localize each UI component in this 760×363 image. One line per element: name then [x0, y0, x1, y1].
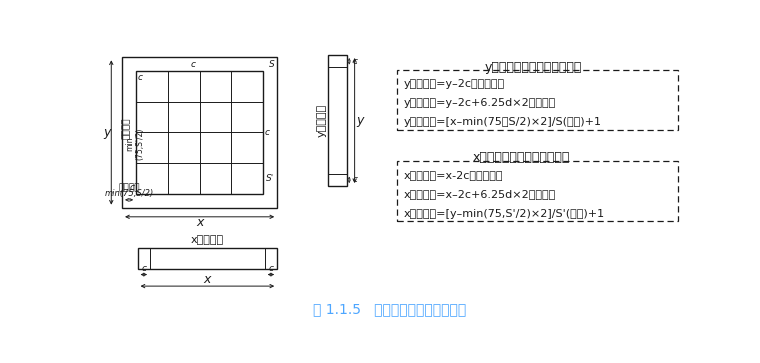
Text: y方向底筋: y方向底筋	[316, 104, 326, 137]
Text: y方向根数=[x–min(75，S/2)×2]/S(取整)+1: y方向根数=[x–min(75，S/2)×2]/S(取整)+1	[404, 117, 601, 127]
Text: x方向长度=x–2c+6.25d×2（圆钢）: x方向长度=x–2c+6.25d×2（圆钢）	[404, 189, 556, 200]
Text: 起步距离: 起步距离	[119, 183, 140, 192]
Text: y: y	[103, 126, 110, 139]
Text: 图 1.1.5   独立基础底部钢筋计算图: 图 1.1.5 独立基础底部钢筋计算图	[313, 302, 466, 316]
Text: 起步距离: 起步距离	[122, 118, 131, 139]
Text: y方向长度=y–2c（螺纹钢）: y方向长度=y–2c（螺纹钢）	[404, 79, 505, 89]
Text: S: S	[269, 60, 275, 69]
Bar	[138, 248, 277, 269]
Text: S': S'	[266, 174, 274, 183]
Text: c: c	[268, 264, 274, 273]
Text: c: c	[353, 175, 358, 184]
Bar	[122, 57, 277, 208]
Text: y方向底筋长度根数计算公式: y方向底筋长度根数计算公式	[484, 61, 581, 73]
Text: c: c	[138, 73, 143, 82]
Text: x方向根数=[y–min(75,S'/2)×2]/S'(取整)+1: x方向根数=[y–min(75,S'/2)×2]/S'(取整)+1	[404, 209, 604, 219]
Text: x方向底筋长度根数计算公式: x方向底筋长度根数计算公式	[473, 151, 570, 164]
Text: c: c	[264, 128, 270, 137]
Text: min(75,S/2): min(75,S/2)	[104, 189, 154, 198]
Bar	[136, 71, 263, 194]
Text: y: y	[356, 114, 364, 127]
Bar	[328, 55, 347, 186]
Text: c: c	[191, 60, 196, 69]
Text: min
(75,S'/2): min (75,S'/2)	[125, 128, 144, 160]
Text: c: c	[353, 57, 358, 66]
Text: x: x	[196, 216, 204, 229]
Text: c: c	[141, 264, 147, 273]
Text: c: c	[129, 183, 135, 192]
Text: y方向长度=y–2c+6.25d×2（圆钢）: y方向长度=y–2c+6.25d×2（圆钢）	[404, 98, 556, 108]
Text: x方向底筋: x方向底筋	[191, 235, 224, 245]
Text: x: x	[204, 273, 211, 286]
Text: x方向长度=x-2c（螺纹钢）: x方向长度=x-2c（螺纹钢）	[404, 170, 503, 180]
